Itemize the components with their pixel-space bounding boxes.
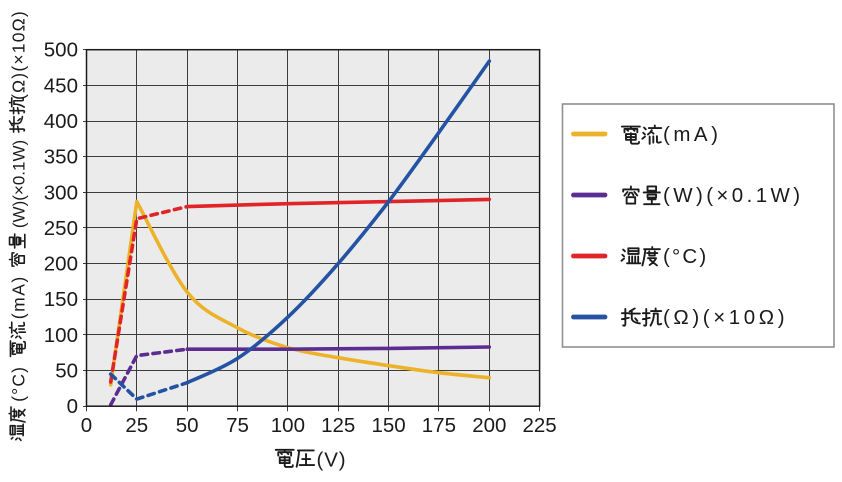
svg-text:300: 300 <box>44 181 78 204</box>
svg-text:(Ω)(×10Ω): (Ω)(×10Ω) <box>663 306 788 329</box>
svg-text:225: 225 <box>522 414 556 437</box>
svg-text:75: 75 <box>226 414 249 437</box>
svg-text:25: 25 <box>125 414 148 437</box>
svg-text:50: 50 <box>55 360 78 383</box>
svg-text:(Ω)(×10Ω): (Ω)(×10Ω) <box>9 10 29 100</box>
svg-text:100: 100 <box>271 414 305 437</box>
svg-text:0: 0 <box>81 414 92 437</box>
svg-text:(mA): (mA) <box>663 123 721 146</box>
svg-text:0: 0 <box>67 395 78 418</box>
svg-text:(V): (V) <box>317 449 347 472</box>
svg-text:150: 150 <box>44 288 78 311</box>
svg-text:(W)(×0.1W): (W)(×0.1W) <box>10 140 29 228</box>
svg-text:500: 500 <box>44 39 78 62</box>
svg-text:350: 350 <box>44 146 78 169</box>
svg-text:175: 175 <box>422 414 456 437</box>
svg-text:150: 150 <box>371 414 405 437</box>
svg-text:125: 125 <box>321 414 355 437</box>
svg-text:(mA): (mA) <box>9 275 29 319</box>
svg-text:400: 400 <box>44 110 78 133</box>
svg-text:200: 200 <box>472 414 506 437</box>
svg-text:(W)(×0.1W): (W)(×0.1W) <box>663 184 803 207</box>
svg-text:50: 50 <box>176 414 199 437</box>
svg-text:450: 450 <box>44 74 78 97</box>
svg-text:100: 100 <box>44 324 78 347</box>
svg-text:(°C): (°C) <box>663 245 708 268</box>
svg-text:200: 200 <box>44 253 78 276</box>
svg-text:250: 250 <box>44 217 78 240</box>
svg-text:(°C): (°C) <box>9 366 29 402</box>
